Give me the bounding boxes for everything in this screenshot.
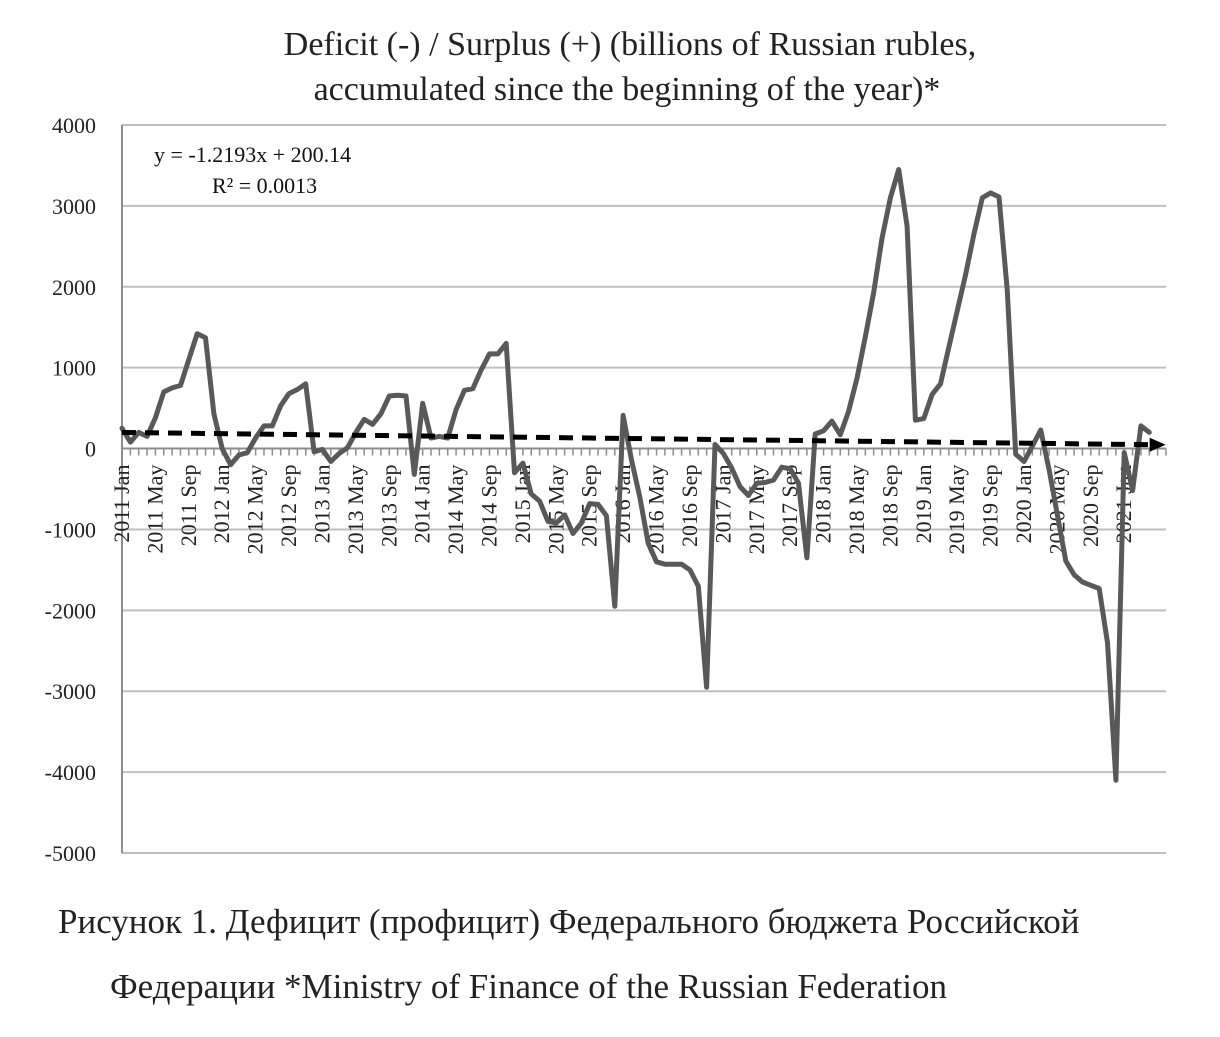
x-tick-label: 2013 May — [343, 465, 368, 555]
x-tick-label: 2019 Jan — [911, 465, 936, 544]
figure-caption-line-2: Федерации *Ministry of Finance of the Ru… — [110, 967, 947, 1006]
y-tick-label: 3000 — [52, 194, 96, 219]
x-tick-label: 2018 May — [844, 465, 869, 555]
trendline — [121, 429, 1152, 448]
y-tick-label: -5000 — [45, 841, 96, 866]
x-tick-label: 2020 Sep — [1078, 465, 1103, 548]
x-axis-tick-labels: 2011 Jan 2011 May 2011 Sep 2012 Jan 2012 May… — [109, 465, 1136, 555]
x-tick-label: 2020 Jan — [1011, 465, 1036, 544]
y-tick-label: 1000 — [52, 356, 96, 381]
x-tick-label: 2011 Sep — [176, 465, 201, 547]
x-tick-label: 2011 May — [142, 465, 167, 554]
y-axis-tick-labels: 4000 3000 2000 1000 0 -1000 -2000 -3000 -4000 -50… — [45, 113, 96, 866]
chart-title-line-2: accumulated since the beginning of the y… — [314, 71, 941, 108]
x-tick-label: 2016 Sep — [677, 465, 702, 548]
chart: Deficit (-) / Surplus (+) (billions of R… — [45, 26, 1167, 866]
x-tick-label: 2019 Sep — [978, 465, 1003, 548]
y-tick-label: 4000 — [52, 113, 96, 138]
y-tick-label: -2000 — [45, 598, 96, 623]
figure-caption-line-1: Рисунок 1. Дефицит (профицит) Федерально… — [58, 902, 1080, 941]
x-tick-label: 2017 Sep — [777, 465, 802, 548]
y-tick-label: -4000 — [45, 760, 96, 785]
series-line-0 — [119, 167, 1152, 783]
trendline-r-squared: R² = 0.0013 — [212, 173, 317, 198]
y-tick-label: -3000 — [45, 679, 96, 704]
trendline-group — [121, 429, 1166, 452]
x-tick-label: 2019 May — [944, 465, 969, 555]
series-line-group — [119, 167, 1152, 783]
x-tick-label: 2014 Sep — [476, 465, 501, 548]
x-tick-label: 2012 Sep — [276, 465, 301, 548]
trendline-equation: y = -1.2193x + 200.14 — [154, 142, 351, 167]
y-tick-label: 2000 — [52, 275, 96, 300]
y-tick-label: 0 — [85, 437, 96, 462]
x-tick-label: 2014 May — [443, 465, 468, 555]
x-tick-label: 2018 Sep — [877, 465, 902, 548]
x-tick-label: 2013 Jan — [309, 465, 334, 544]
chart-title-line-1: Deficit (-) / Surplus (+) (billions of R… — [284, 26, 976, 63]
x-tick-label: 2012 May — [243, 465, 268, 555]
trendline-arrowhead — [1149, 437, 1166, 452]
y-tick-label: -1000 — [45, 517, 96, 542]
x-tick-label: 2014 Jan — [410, 465, 435, 544]
x-tick-label: 2012 Jan — [209, 465, 234, 544]
x-tick-label: 2015 Jan — [510, 465, 535, 544]
x-tick-label: 2015 May — [543, 465, 568, 555]
x-tick-label: 2013 Sep — [376, 465, 401, 548]
x-tick-label: 2017 May — [744, 465, 769, 555]
x-tick-label: 2011 Jan — [109, 465, 134, 543]
